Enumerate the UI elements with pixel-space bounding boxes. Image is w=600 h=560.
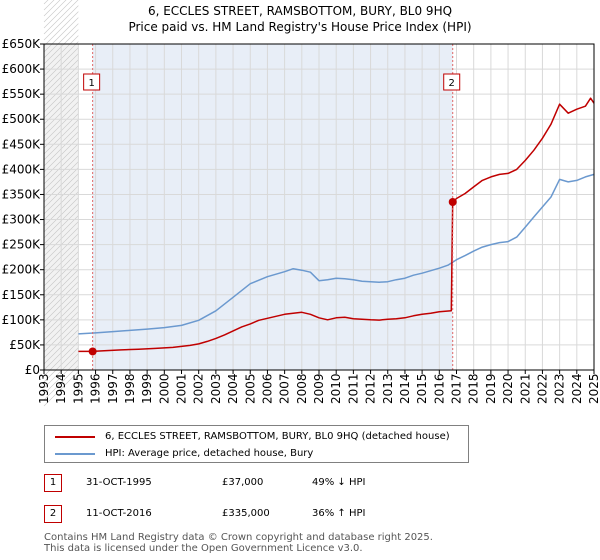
transaction-row: 2 11-OCT-2016 £335,000 36% ↑ HPI bbox=[44, 505, 444, 523]
legend: 6, ECCLES STREET, RAMSBOTTOM, BURY, BL0 … bbox=[44, 425, 469, 463]
x-tick-label: 2003 bbox=[209, 373, 223, 404]
x-tick-label: 2021 bbox=[518, 373, 532, 404]
hatch-line bbox=[43, 11, 79, 47]
hatch-line bbox=[43, 0, 61, 17]
hpi-line bbox=[78, 173, 595, 335]
hatch-line bbox=[43, 0, 73, 29]
sale-point bbox=[448, 197, 457, 206]
sale-label-box bbox=[83, 73, 101, 91]
legend-label-hpi: HPI: Average price, detached house, Bury bbox=[105, 448, 314, 459]
x-tick-label: 2015 bbox=[415, 373, 429, 404]
sale-label: 2 bbox=[449, 78, 455, 89]
x-tick-label: 2008 bbox=[295, 373, 309, 404]
transaction-date: 11-OCT-2016 bbox=[86, 508, 152, 519]
x-tick-label: 2001 bbox=[175, 373, 189, 404]
x-tick-label: 2005 bbox=[243, 373, 257, 404]
transaction-price: £37,000 bbox=[222, 477, 264, 488]
x-tick-label: 2018 bbox=[467, 373, 481, 404]
x-tick-label: 2017 bbox=[450, 373, 464, 404]
x-tick-label: 2004 bbox=[226, 373, 240, 404]
x-tick-label: 2014 bbox=[398, 373, 412, 404]
x-tick-label: 1997 bbox=[106, 373, 120, 404]
transaction-badge: 1 bbox=[44, 474, 62, 492]
y-tick-label: £50K bbox=[9, 338, 41, 352]
y-tick-label: £200K bbox=[2, 263, 42, 277]
transaction-hpi-diff: 49% ↓ HPI bbox=[312, 477, 366, 488]
property-price-line bbox=[78, 97, 595, 353]
y-tick-label: £600K bbox=[2, 62, 42, 76]
chart-subtitle: Price paid vs. HM Land Registry's House … bbox=[128, 20, 472, 34]
y-tick-label: £550K bbox=[2, 87, 42, 101]
sale-label-box bbox=[443, 73, 461, 91]
transaction-hpi-diff: 36% ↑ HPI bbox=[312, 508, 366, 519]
hatch-line bbox=[43, 23, 79, 59]
x-tick-label: 1999 bbox=[140, 373, 154, 404]
x-tick-label: 2013 bbox=[381, 373, 395, 404]
ownership-band bbox=[92, 44, 453, 370]
x-tick-label: 1993 bbox=[37, 373, 51, 404]
hatch-line bbox=[43, 371, 79, 407]
y-tick-label: £300K bbox=[2, 213, 42, 227]
x-tick-label: 2019 bbox=[484, 373, 498, 404]
transaction-price: £335,000 bbox=[222, 508, 270, 519]
x-tick-label: 2016 bbox=[432, 373, 446, 404]
y-tick-label: £100K bbox=[2, 313, 42, 327]
x-tick-label: 2012 bbox=[364, 373, 378, 404]
x-tick-label: 2009 bbox=[312, 373, 326, 404]
y-axis-ticks: £0 £50K £100K £150K £200K £250K £300K £350K £400… bbox=[2, 37, 44, 377]
x-tick-label: 2006 bbox=[260, 373, 274, 404]
hatch-line bbox=[43, 0, 55, 11]
x-tick-label: 2000 bbox=[157, 373, 171, 404]
x-tick-label: 1996 bbox=[89, 373, 103, 404]
chart-title: 6, ECCLES STREET, RAMSBOTTOM, BURY, BL0 … bbox=[147, 4, 453, 18]
y-tick-label: £150K bbox=[2, 288, 42, 302]
x-tick-label: 2022 bbox=[535, 373, 549, 404]
sale-label: 1 bbox=[88, 78, 94, 89]
footer-licence: This data is licensed under the Open Gov… bbox=[44, 543, 363, 554]
x-tick-label: 2011 bbox=[346, 373, 360, 404]
legend-label-property: 6, ECCLES STREET, RAMSBOTTOM, BURY, BL0 … bbox=[105, 431, 450, 442]
x-tick-label: 2010 bbox=[329, 373, 343, 404]
legend-swatch-hpi bbox=[55, 453, 95, 455]
y-tick-label: £650K bbox=[2, 37, 42, 51]
y-tick-label: £350K bbox=[2, 187, 42, 201]
hatch-line bbox=[43, 17, 79, 53]
x-tick-label: 2020 bbox=[501, 373, 515, 404]
y-tick-label: £500K bbox=[2, 112, 42, 126]
x-tick-label: 1998 bbox=[123, 373, 137, 404]
plot-border bbox=[43, 43, 595, 371]
hatch-line bbox=[43, 359, 79, 395]
x-tick-label: 2002 bbox=[192, 373, 206, 404]
y-tick-label: £0 bbox=[25, 363, 40, 377]
hatch-line bbox=[43, 365, 79, 401]
series-lines bbox=[78, 97, 595, 353]
hatch-line bbox=[43, 0, 79, 35]
hatch-line bbox=[43, 5, 79, 41]
sale-point bbox=[88, 347, 97, 356]
y-tick-label: £450K bbox=[2, 137, 42, 151]
legend-swatch-property bbox=[55, 436, 95, 438]
footer-copyright: Contains HM Land Registry data © Crown c… bbox=[44, 532, 433, 543]
hatch-line bbox=[43, 0, 67, 23]
x-tick-label: 1994 bbox=[54, 373, 68, 404]
x-tick-label: 2023 bbox=[553, 373, 567, 404]
x-axis-ticks: 1993 1994 1995 1996 1997 1998 1999 2000 2001 2002… bbox=[37, 370, 600, 404]
transaction-date: 31-OCT-1995 bbox=[86, 477, 152, 488]
x-tick-label: 2025 bbox=[587, 373, 600, 404]
transaction-badge: 2 bbox=[44, 505, 62, 523]
x-tick-label: 1995 bbox=[71, 373, 85, 404]
plot-frame bbox=[43, 43, 595, 371]
x-tick-label: 2007 bbox=[278, 373, 292, 404]
y-tick-label: £400K bbox=[2, 162, 42, 176]
y-tick-label: £250K bbox=[2, 238, 42, 252]
x-tick-label: 2024 bbox=[570, 373, 584, 404]
transaction-row: 1 31-OCT-1995 £37,000 49% ↓ HPI bbox=[44, 474, 444, 492]
